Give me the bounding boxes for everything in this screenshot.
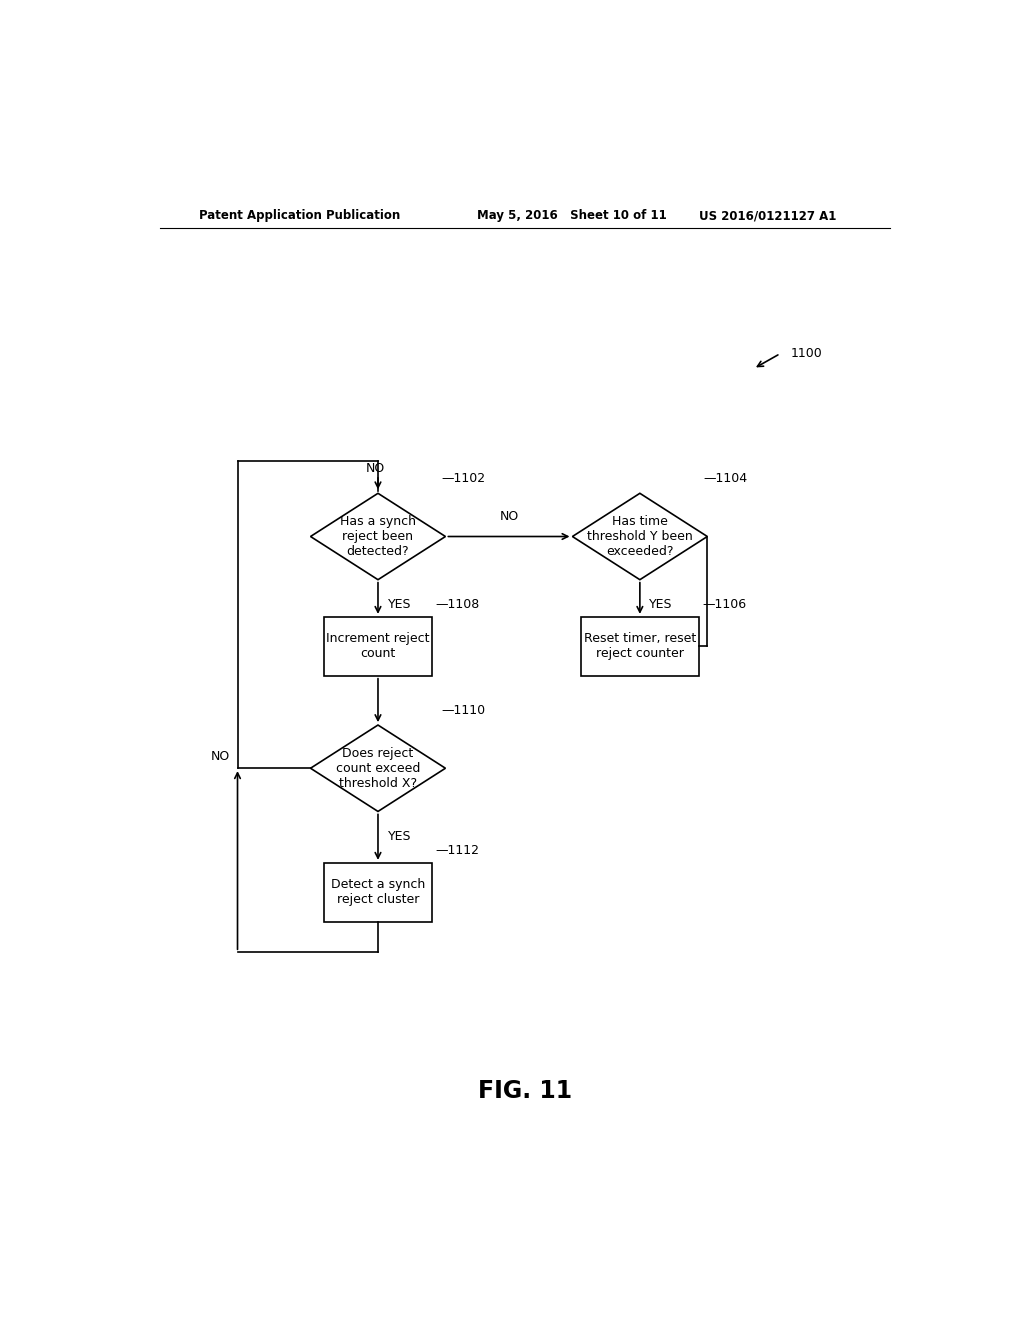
Text: US 2016/0121127 A1: US 2016/0121127 A1	[699, 210, 837, 222]
Text: —1106: —1106	[702, 598, 746, 611]
Text: Does reject
count exceed
threshold X?: Does reject count exceed threshold X?	[336, 747, 420, 789]
Bar	[325, 616, 431, 676]
Text: YES: YES	[387, 830, 411, 842]
Text: May 5, 2016   Sheet 10 of 11: May 5, 2016 Sheet 10 of 11	[477, 210, 667, 222]
Text: YES: YES	[649, 598, 673, 611]
Text: Has time
threshold Y been
exceeded?: Has time threshold Y been exceeded?	[587, 515, 693, 558]
Bar	[582, 616, 698, 676]
Text: NO: NO	[366, 462, 385, 475]
Text: —1112: —1112	[435, 843, 479, 857]
Text: NO: NO	[210, 750, 229, 763]
Text: —1104: —1104	[703, 473, 748, 486]
Bar	[325, 863, 431, 921]
Text: FIG. 11: FIG. 11	[478, 1080, 571, 1104]
Text: 1100: 1100	[791, 347, 822, 360]
Text: Detect a synch
reject cluster: Detect a synch reject cluster	[331, 878, 425, 907]
Text: Patent Application Publication: Patent Application Publication	[200, 210, 400, 222]
Text: YES: YES	[387, 598, 411, 611]
Text: NO: NO	[500, 511, 518, 523]
Text: Reset timer, reset
reject counter: Reset timer, reset reject counter	[584, 632, 696, 660]
Text: —1102: —1102	[441, 473, 485, 486]
Text: Increment reject
count: Increment reject count	[327, 632, 430, 660]
Text: —1110: —1110	[441, 704, 485, 717]
Text: —1108: —1108	[435, 598, 480, 611]
Text: Has a synch
reject been
detected?: Has a synch reject been detected?	[340, 515, 416, 558]
